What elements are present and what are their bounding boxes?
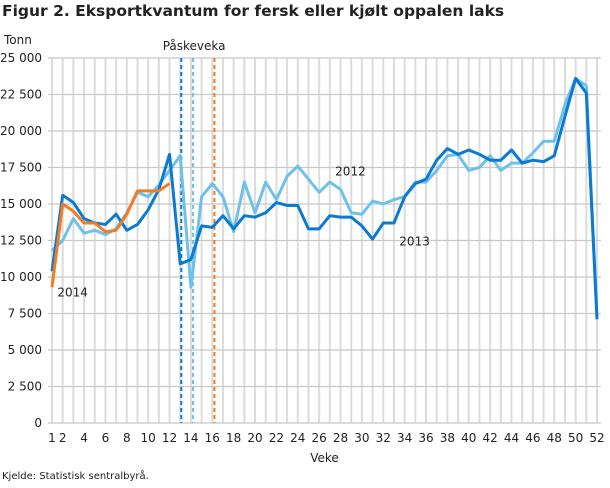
x-tick-label: 24 (290, 431, 305, 445)
y-tick-label: 25 000 (0, 51, 42, 65)
x-tick-label: 30 (354, 431, 369, 445)
y-tick-label: 5 000 (8, 343, 42, 357)
y-tick-label: 10 000 (0, 270, 42, 284)
series-label: 2014 (57, 286, 88, 300)
y-tick-label: 12 500 (0, 234, 42, 248)
x-tick-label: 18 (226, 431, 241, 445)
x-tick-label: 22 (269, 431, 284, 445)
source-note: Kjelde: Statistisk sentralbyrå. (2, 471, 149, 482)
x-tick-label: 6 (102, 431, 110, 445)
x-tick-label: 32 (376, 431, 391, 445)
x-tick-label: 44 (504, 431, 519, 445)
x-tick-label: 28 (333, 431, 348, 445)
x-tick-label: 12 (162, 431, 177, 445)
x-tick-label: 14 (183, 431, 198, 445)
x-tick-label: 36 (418, 431, 433, 445)
x-tick-label: 48 (547, 431, 562, 445)
y-tick-label: 7 500 (8, 307, 42, 321)
x-tick-label: 10 (141, 431, 156, 445)
x-tick-label: 34 (397, 431, 412, 445)
x-tick-label: 16 (205, 431, 220, 445)
y-tick-label: 0 (34, 416, 42, 430)
x-axis-label: Veke (310, 451, 339, 465)
x-tick-label: 52 (589, 431, 604, 445)
x-tick-label: 20 (247, 431, 262, 445)
y-tick-label: 15 000 (0, 197, 42, 211)
y-tick-label: 20 000 (0, 124, 42, 138)
x-tick-label: 4 (80, 431, 88, 445)
series-label: 2013 (399, 235, 430, 249)
x-tick-label: 8 (123, 431, 131, 445)
series-line-2012 (50, 76, 599, 318)
x-tick-label: 2 (59, 431, 67, 445)
series-line-2014 (50, 182, 171, 288)
x-tick-label: 40 (461, 431, 476, 445)
x-tick-label: 26 (312, 431, 327, 445)
y-tick-label: 17 500 (0, 161, 42, 175)
x-tick-label: 50 (568, 431, 583, 445)
x-tick-label: 38 (440, 431, 455, 445)
x-tick-label: 46 (525, 431, 540, 445)
chart-title: Figur 2. Eksportkvantum for fersk eller … (2, 2, 505, 20)
annotation-label: Påskeveka (163, 39, 226, 53)
series-line-2013 (50, 76, 599, 320)
y-axis-label: Tonn (3, 33, 32, 47)
y-tick-label: 2 500 (8, 380, 42, 394)
x-tick-label: 1 (48, 431, 56, 445)
y-tick-label: 22 500 (0, 88, 42, 102)
series-label: 2012 (335, 164, 366, 178)
x-tick-label: 42 (482, 431, 497, 445)
